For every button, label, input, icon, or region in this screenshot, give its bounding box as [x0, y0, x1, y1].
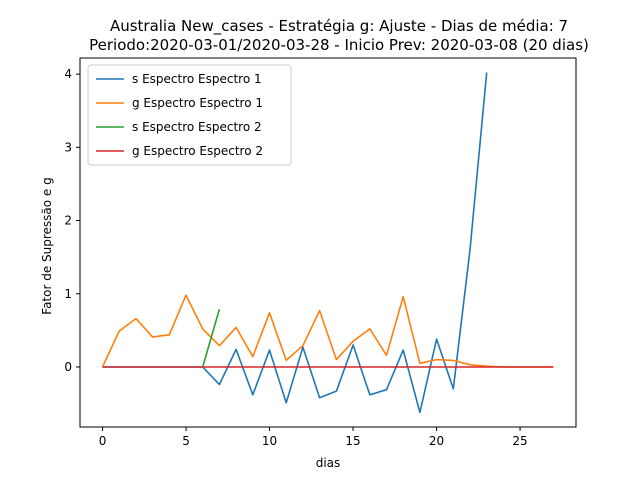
plot-frame [79, 57, 577, 428]
series-lines [101, 72, 554, 414]
chart-subtitle: Periodo:2020-03-01/2020-03-28 - Inicio P… [89, 36, 589, 54]
series-line [101, 294, 554, 368]
x-tick-label: 5 [182, 434, 190, 448]
x-tick-label: 20 [429, 434, 444, 448]
y-tick-label: 1 [64, 287, 72, 301]
legend: s Espectro Espectro 1 g Espectro Espectro… [87, 64, 292, 166]
y-axis-label: Fator de Supressão e g [40, 177, 54, 314]
y-tick-label: 0 [64, 360, 72, 374]
x-tick-label: 0 [99, 434, 107, 448]
series-line [201, 308, 221, 368]
legend-box [87, 64, 292, 166]
x-tick-label: 10 [262, 434, 277, 448]
x-axis-label: dias [316, 456, 341, 470]
x-tick-label: 15 [345, 434, 360, 448]
y-tick-label: 4 [64, 67, 72, 81]
ticks: 0 5 10 15 20 25 0 1 2 3 4 [64, 67, 527, 448]
x-tick-label: 25 [512, 434, 527, 448]
legend-entry: g Espectro Espectro 2 [132, 144, 263, 158]
legend-entry: s Espectro Espectro 2 [132, 120, 262, 134]
chart-title: Australia New_cases - Estratégia g: Ajus… [110, 17, 568, 36]
y-tick-label: 3 [64, 140, 72, 154]
y-tick-label: 2 [64, 214, 72, 228]
legend-entry: g Espectro Espectro 1 [132, 96, 263, 110]
legend-entry: s Espectro Espectro 1 [132, 72, 262, 86]
